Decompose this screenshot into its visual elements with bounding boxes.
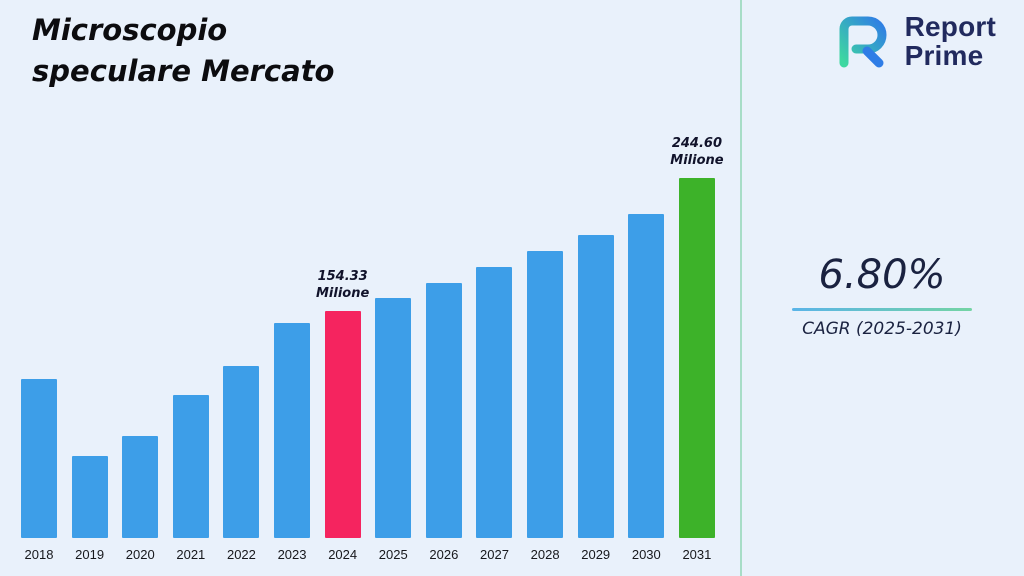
annotation-value: 154.33 — [317, 269, 368, 285]
x-tick-label-2018: 2018 — [24, 547, 54, 562]
x-tick-label-2020: 2020 — [125, 547, 155, 562]
cagr-underline — [792, 308, 972, 311]
bar-2018 — [21, 379, 57, 538]
logo-text-line2: Prime — [904, 40, 984, 72]
x-tick-label-2023: 2023 — [277, 547, 307, 562]
x-tick-label-2029: 2029 — [581, 547, 611, 562]
reportprime-logo: Report Prime — [831, 12, 996, 71]
reportprime-logo-text: Report Prime — [905, 12, 996, 71]
x-tick-label-2028: 2028 — [530, 547, 560, 562]
bar-column-2023: 2023 — [267, 118, 317, 564]
bar-2025 — [375, 298, 412, 538]
bar-column-2031: 244.60 Milione 2031 — [670, 118, 723, 564]
cagr-label: CAGR (2025-2031) — [802, 319, 962, 339]
x-tick-label-2030: 2030 — [631, 547, 661, 562]
bar-2020 — [122, 436, 159, 538]
page-title-line1: Microscopio — [32, 13, 228, 47]
logo-text-line1: Report — [904, 11, 996, 42]
annotation-value: 244.60 — [671, 136, 722, 152]
bar-column-2022: 2022 — [216, 118, 266, 564]
annotation-unit: Milione — [316, 286, 370, 302]
bar-2019 — [71, 456, 108, 538]
cagr-value: 6.80% — [818, 252, 946, 298]
bar-annotation-2024: 154.33 Milione — [316, 269, 369, 303]
bar-chart: 2018 2019 2020 2021 2022 2023 154.33 Milione 202… — [14, 118, 724, 564]
x-tick-label-2027: 2027 — [480, 547, 509, 562]
page-title: Microscopio speculare Mercato — [32, 10, 334, 91]
bar-2028 — [527, 251, 564, 538]
bar-2024 — [324, 311, 361, 538]
bar-column-2021: 2021 — [166, 118, 216, 564]
bar-column-2030: 2030 — [621, 118, 671, 564]
x-tick-label-2031: 2031 — [682, 547, 712, 562]
x-tick-label-2024: 2024 — [328, 547, 358, 562]
bar-column-2018: 2018 — [14, 118, 64, 564]
bar-2023 — [274, 323, 311, 538]
bar-column-2020: 2020 — [115, 118, 165, 564]
cagr-panel: 6.80% CAGR (2025-2031) — [772, 252, 992, 339]
bar-2022 — [223, 366, 260, 538]
bar-2031 — [678, 178, 715, 538]
bar-annotation-2031: 244.60 Milione — [670, 136, 723, 170]
x-tick-label-2021: 2021 — [176, 547, 206, 562]
bar-2026 — [425, 283, 462, 538]
bar-column-2026: 2026 — [419, 118, 469, 564]
bar-column-2027: 2027 — [469, 118, 519, 564]
x-tick-label-2019: 2019 — [75, 547, 105, 562]
bar-column-2028: 2028 — [520, 118, 570, 564]
x-tick-label-2026: 2026 — [429, 547, 459, 562]
bar-column-2025: 2025 — [368, 118, 418, 564]
reportprime-logo-icon — [839, 16, 887, 68]
bar-2030 — [628, 214, 665, 538]
bar-column-2024: 154.33 Milione 2024 — [316, 118, 369, 564]
bar-column-2019: 2019 — [65, 118, 115, 564]
bar-column-2029: 2029 — [571, 118, 621, 564]
x-tick-label-2022: 2022 — [226, 547, 256, 562]
x-tick-label-2025: 2025 — [378, 547, 408, 562]
bar-2021 — [172, 395, 209, 538]
bar-2027 — [476, 267, 513, 538]
bar-2029 — [577, 235, 614, 538]
vertical-divider — [740, 0, 742, 576]
annotation-unit: Milione — [670, 153, 724, 169]
page-title-line2: speculare Mercato — [32, 53, 335, 88]
